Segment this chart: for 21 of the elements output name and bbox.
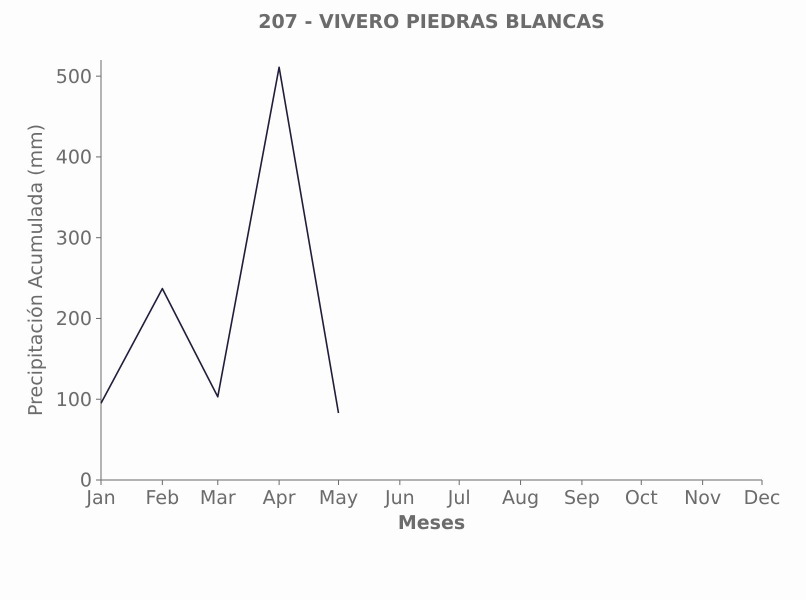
x-tick-label: Sep <box>564 487 600 509</box>
x-tick-label: Mar <box>200 487 236 509</box>
x-tick-label: Apr <box>262 487 296 509</box>
x-axis-title: Meses <box>398 512 466 534</box>
x-tick-label: Nov <box>684 487 722 509</box>
line-series <box>100 66 340 414</box>
chart-title: 207 - VIVERO PIEDRAS BLANCAS <box>258 11 605 33</box>
x-tick-label: May <box>318 487 358 509</box>
x-tick-label: Jan <box>85 487 116 509</box>
x-tick-label: Jun <box>384 487 415 509</box>
x-tick-label: Feb <box>146 487 180 509</box>
x-tick-label: Dec <box>744 487 780 509</box>
x-tick-label: Aug <box>502 487 540 509</box>
y-tick-label: 100 <box>56 388 92 411</box>
y-tick-label: 300 <box>56 227 92 250</box>
y-tick-label: 400 <box>56 146 92 169</box>
y-tick-label: 200 <box>56 308 92 330</box>
y-axis-title: Precipitación Acumulada (mm) <box>25 124 47 416</box>
x-tick-label: Jul <box>446 487 471 509</box>
y-tick-label: 500 <box>56 66 92 88</box>
x-tick-label: Oct <box>624 487 658 509</box>
